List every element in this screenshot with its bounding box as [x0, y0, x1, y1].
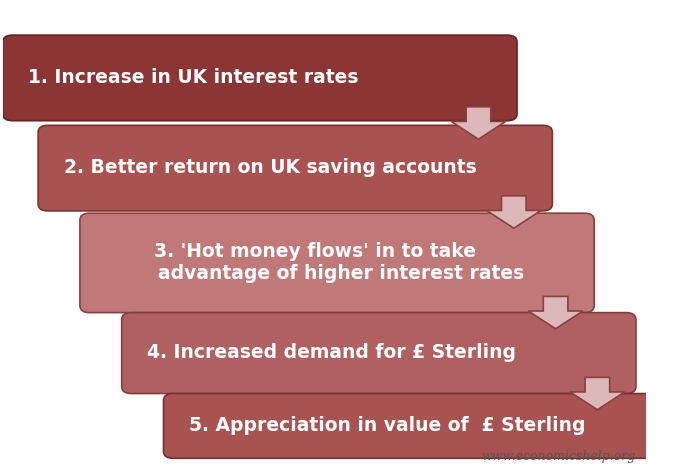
- FancyBboxPatch shape: [38, 125, 553, 211]
- Text: 5. Appreciation in value of  £ Sterling: 5. Appreciation in value of £ Sterling: [189, 417, 586, 435]
- FancyBboxPatch shape: [122, 313, 636, 394]
- Polygon shape: [528, 296, 583, 329]
- FancyBboxPatch shape: [3, 35, 517, 121]
- FancyBboxPatch shape: [164, 394, 674, 458]
- Text: 4. Increased demand for £ Sterling: 4. Increased demand for £ Sterling: [148, 344, 516, 362]
- Polygon shape: [487, 196, 541, 228]
- Text: 2. Better return on UK saving accounts: 2. Better return on UK saving accounts: [64, 158, 477, 177]
- Text: 3. 'Hot money flows' in to take
        advantage of higher interest rates: 3. 'Hot money flows' in to take advantag…: [106, 242, 524, 283]
- Polygon shape: [570, 377, 625, 410]
- Polygon shape: [451, 107, 506, 139]
- Text: 1. Increase in UK interest rates: 1. Increase in UK interest rates: [28, 68, 359, 87]
- Text: www.economicshelp.org: www.economicshelp.org: [482, 450, 636, 463]
- FancyBboxPatch shape: [80, 213, 594, 313]
